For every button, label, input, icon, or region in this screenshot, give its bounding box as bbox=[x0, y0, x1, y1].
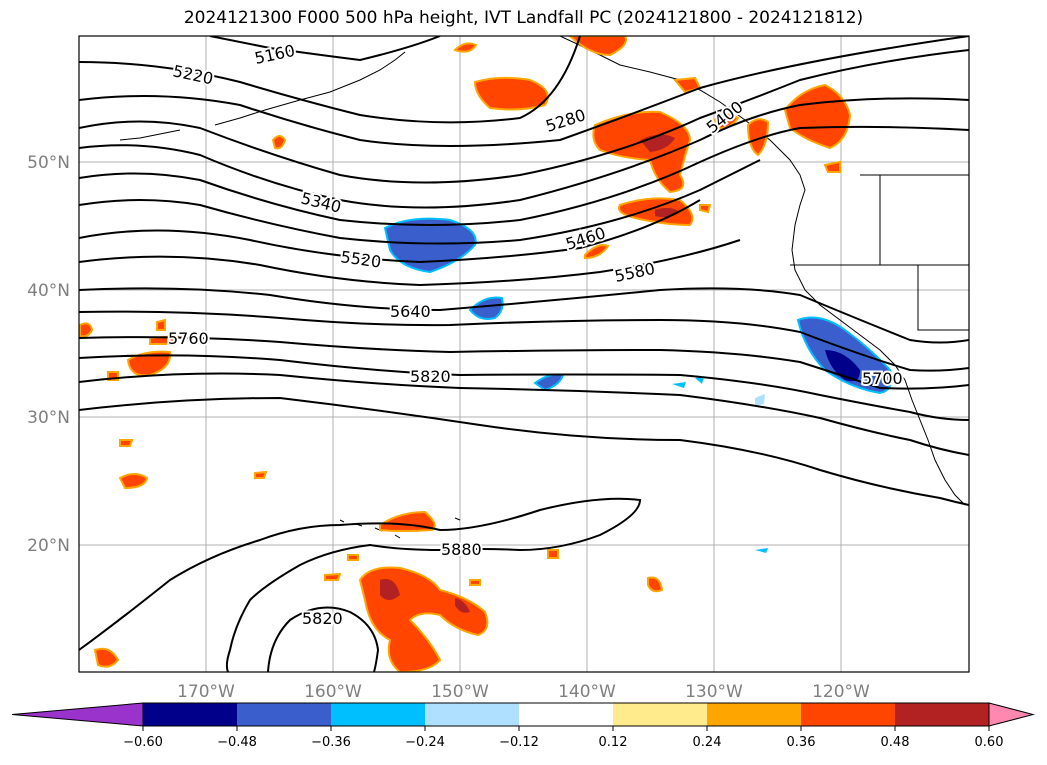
latitude-labels: 50°N 40°N 30°N 20°N bbox=[27, 153, 70, 556]
colorbar-tick-label: −0.12 bbox=[499, 735, 539, 750]
longitude-labels: 170°W 160°W 150°W 140°W 130°W 120°W bbox=[177, 682, 870, 702]
lat-label-30n: 30°N bbox=[27, 408, 70, 428]
map-frame bbox=[78, 35, 970, 673]
page-title: 2024121300 F000 500 hPa height, IVT Land… bbox=[183, 8, 864, 28]
lon-label-160w: 160°W bbox=[304, 682, 362, 702]
colorbar-tick-label: −0.24 bbox=[405, 735, 445, 750]
colorbar-bin bbox=[707, 703, 801, 726]
colorbar-tick-label: 0.48 bbox=[881, 735, 910, 750]
colorbar-bin bbox=[143, 703, 237, 726]
colorbar-bin bbox=[895, 703, 989, 726]
contour-label-5820-lower: 5820 bbox=[302, 609, 343, 628]
lon-label-150w: 150°W bbox=[431, 682, 489, 702]
colorbar-extend-high bbox=[988, 702, 1035, 727]
lon-label-130w: 130°W bbox=[685, 682, 743, 702]
colorbar-tick-label: −0.48 bbox=[217, 735, 257, 750]
lat-label-40n: 40°N bbox=[27, 281, 70, 301]
colorbar-tick-label: −0.60 bbox=[123, 735, 163, 750]
colorbar-bin bbox=[237, 703, 331, 726]
colorbar-extend-low bbox=[11, 702, 144, 727]
lon-label-120w: 120°W bbox=[812, 682, 870, 702]
contour-label-5880: 5880 bbox=[441, 540, 482, 559]
colorbar: −0.60 −0.48 −0.36 −0.24 −0.12 0.12 0.24 0.36 0.4… bbox=[11, 702, 1035, 750]
colorbar-bin bbox=[425, 703, 519, 726]
contour-label-5820-upper: 5820 bbox=[410, 367, 451, 386]
contour-label-5640: 5640 bbox=[390, 302, 431, 321]
lat-label-20n: 20°N bbox=[27, 536, 70, 556]
colorbar-tick-label: −0.36 bbox=[311, 735, 351, 750]
colorbar-tick-label: 0.12 bbox=[599, 735, 628, 750]
colorbar-outline bbox=[142, 702, 990, 727]
colorbar-bin bbox=[331, 703, 425, 726]
colorbar-bin bbox=[801, 703, 895, 726]
colorbar-tick-label: 0.24 bbox=[693, 735, 722, 750]
lon-label-140w: 140°W bbox=[558, 682, 616, 702]
ivt-negative-shading bbox=[383, 217, 893, 553]
graticule bbox=[79, 36, 969, 672]
colorbar-tick-label: 0.36 bbox=[787, 735, 816, 750]
lon-label-170w: 170°W bbox=[177, 682, 235, 702]
height-contours bbox=[79, 36, 969, 672]
contour-label-5760: 5760 bbox=[168, 329, 209, 348]
contour-label-5700: 5700 bbox=[862, 369, 903, 388]
colorbar-tick-label: 0.60 bbox=[975, 735, 1004, 750]
lat-label-50n: 50°N bbox=[27, 153, 70, 173]
colorbar-bin bbox=[613, 703, 707, 726]
colorbar-bin bbox=[519, 703, 613, 726]
